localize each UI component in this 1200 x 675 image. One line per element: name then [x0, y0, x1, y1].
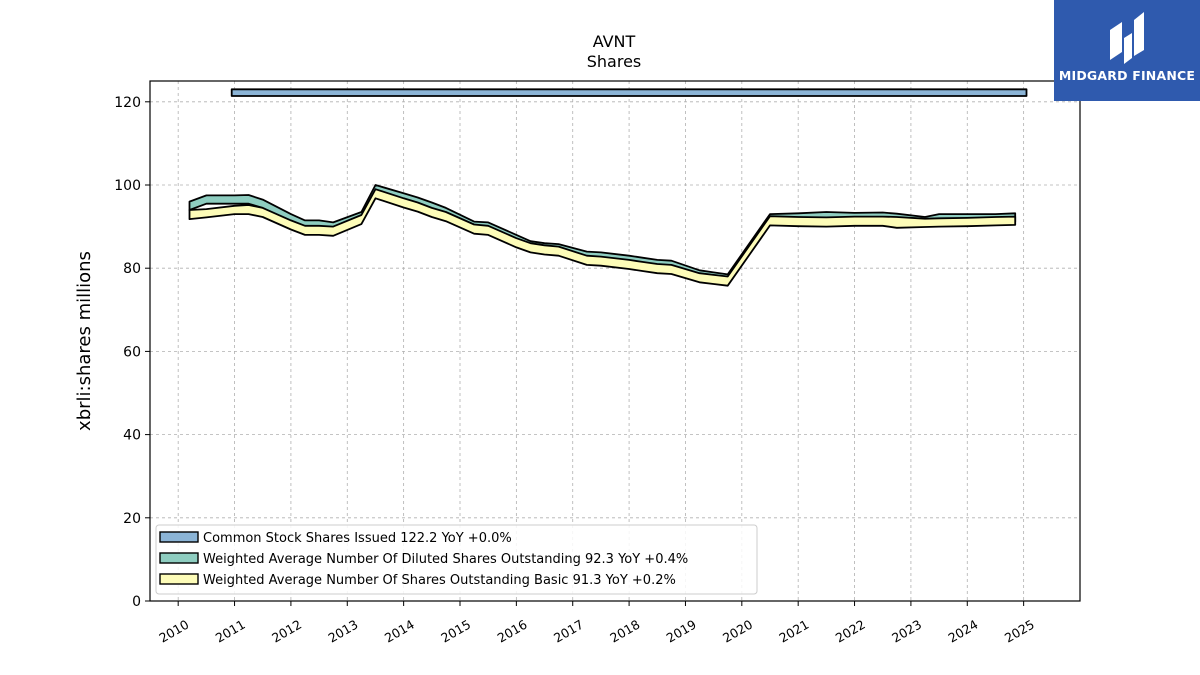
x-tick-label: 2018 — [607, 617, 642, 646]
legend-label: Common Stock Shares Issued 122.2 YoY +0.… — [203, 531, 512, 546]
y-tick-label: 100 — [114, 178, 141, 194]
legend-swatch — [159, 531, 199, 543]
x-tick-label: 2016 — [495, 617, 530, 646]
legend: Common Stock Shares Issued 122.2 YoY +0.… — [155, 524, 758, 595]
legend-box — [155, 524, 758, 595]
plot-frame — [149, 80, 1081, 602]
x-tick-label: 2015 — [438, 617, 473, 646]
legend-swatch — [159, 552, 199, 564]
x-tick-label: 2021 — [776, 617, 811, 646]
x-tick-label: 2020 — [720, 617, 755, 646]
y-tick-label: 60 — [123, 344, 141, 360]
x-tick-label: 2017 — [551, 617, 586, 646]
chart-title: AVNT — [592, 32, 636, 51]
series-layer — [188, 88, 1028, 287]
x-tick-label: 2014 — [382, 617, 417, 646]
x-tick-label: 2013 — [325, 617, 360, 646]
y-tick-label: 0 — [132, 594, 141, 610]
y-tick-label: 120 — [114, 95, 141, 111]
x-tick-label: 2023 — [889, 617, 924, 646]
x-tick-label: 2011 — [213, 617, 248, 646]
x-tick-label: 2010 — [156, 617, 191, 646]
chart-subtitle: Shares — [586, 52, 642, 71]
legend-label: Weighted Average Number Of Diluted Share… — [203, 552, 688, 567]
x-tick-label: 2025 — [1002, 617, 1037, 646]
y-tick-label: 40 — [123, 428, 141, 444]
x-tick-label: 2024 — [945, 617, 980, 646]
legend-swatch — [159, 573, 199, 585]
y-tick-label: 80 — [123, 261, 141, 277]
series-band-1 — [230, 88, 1028, 97]
x-tick-label: 2012 — [269, 617, 304, 646]
midgard-finance-logo: MIDGARD FINANCE — [1054, 0, 1200, 101]
logo-text: MIDGARD FINANCE — [1058, 68, 1196, 83]
legend-label: Weighted Average Number Of Shares Outsta… — [203, 573, 676, 588]
grid-lines — [150, 81, 1080, 602]
x-tick-label: 2019 — [664, 617, 699, 646]
y-tick-label: 20 — [123, 511, 141, 527]
x-tick-label: 2022 — [833, 617, 868, 646]
y-axis-label: xbrli:shares millions — [74, 251, 95, 431]
midgard-logo-icon — [1110, 12, 1144, 64]
series-band-3 — [188, 188, 1017, 287]
